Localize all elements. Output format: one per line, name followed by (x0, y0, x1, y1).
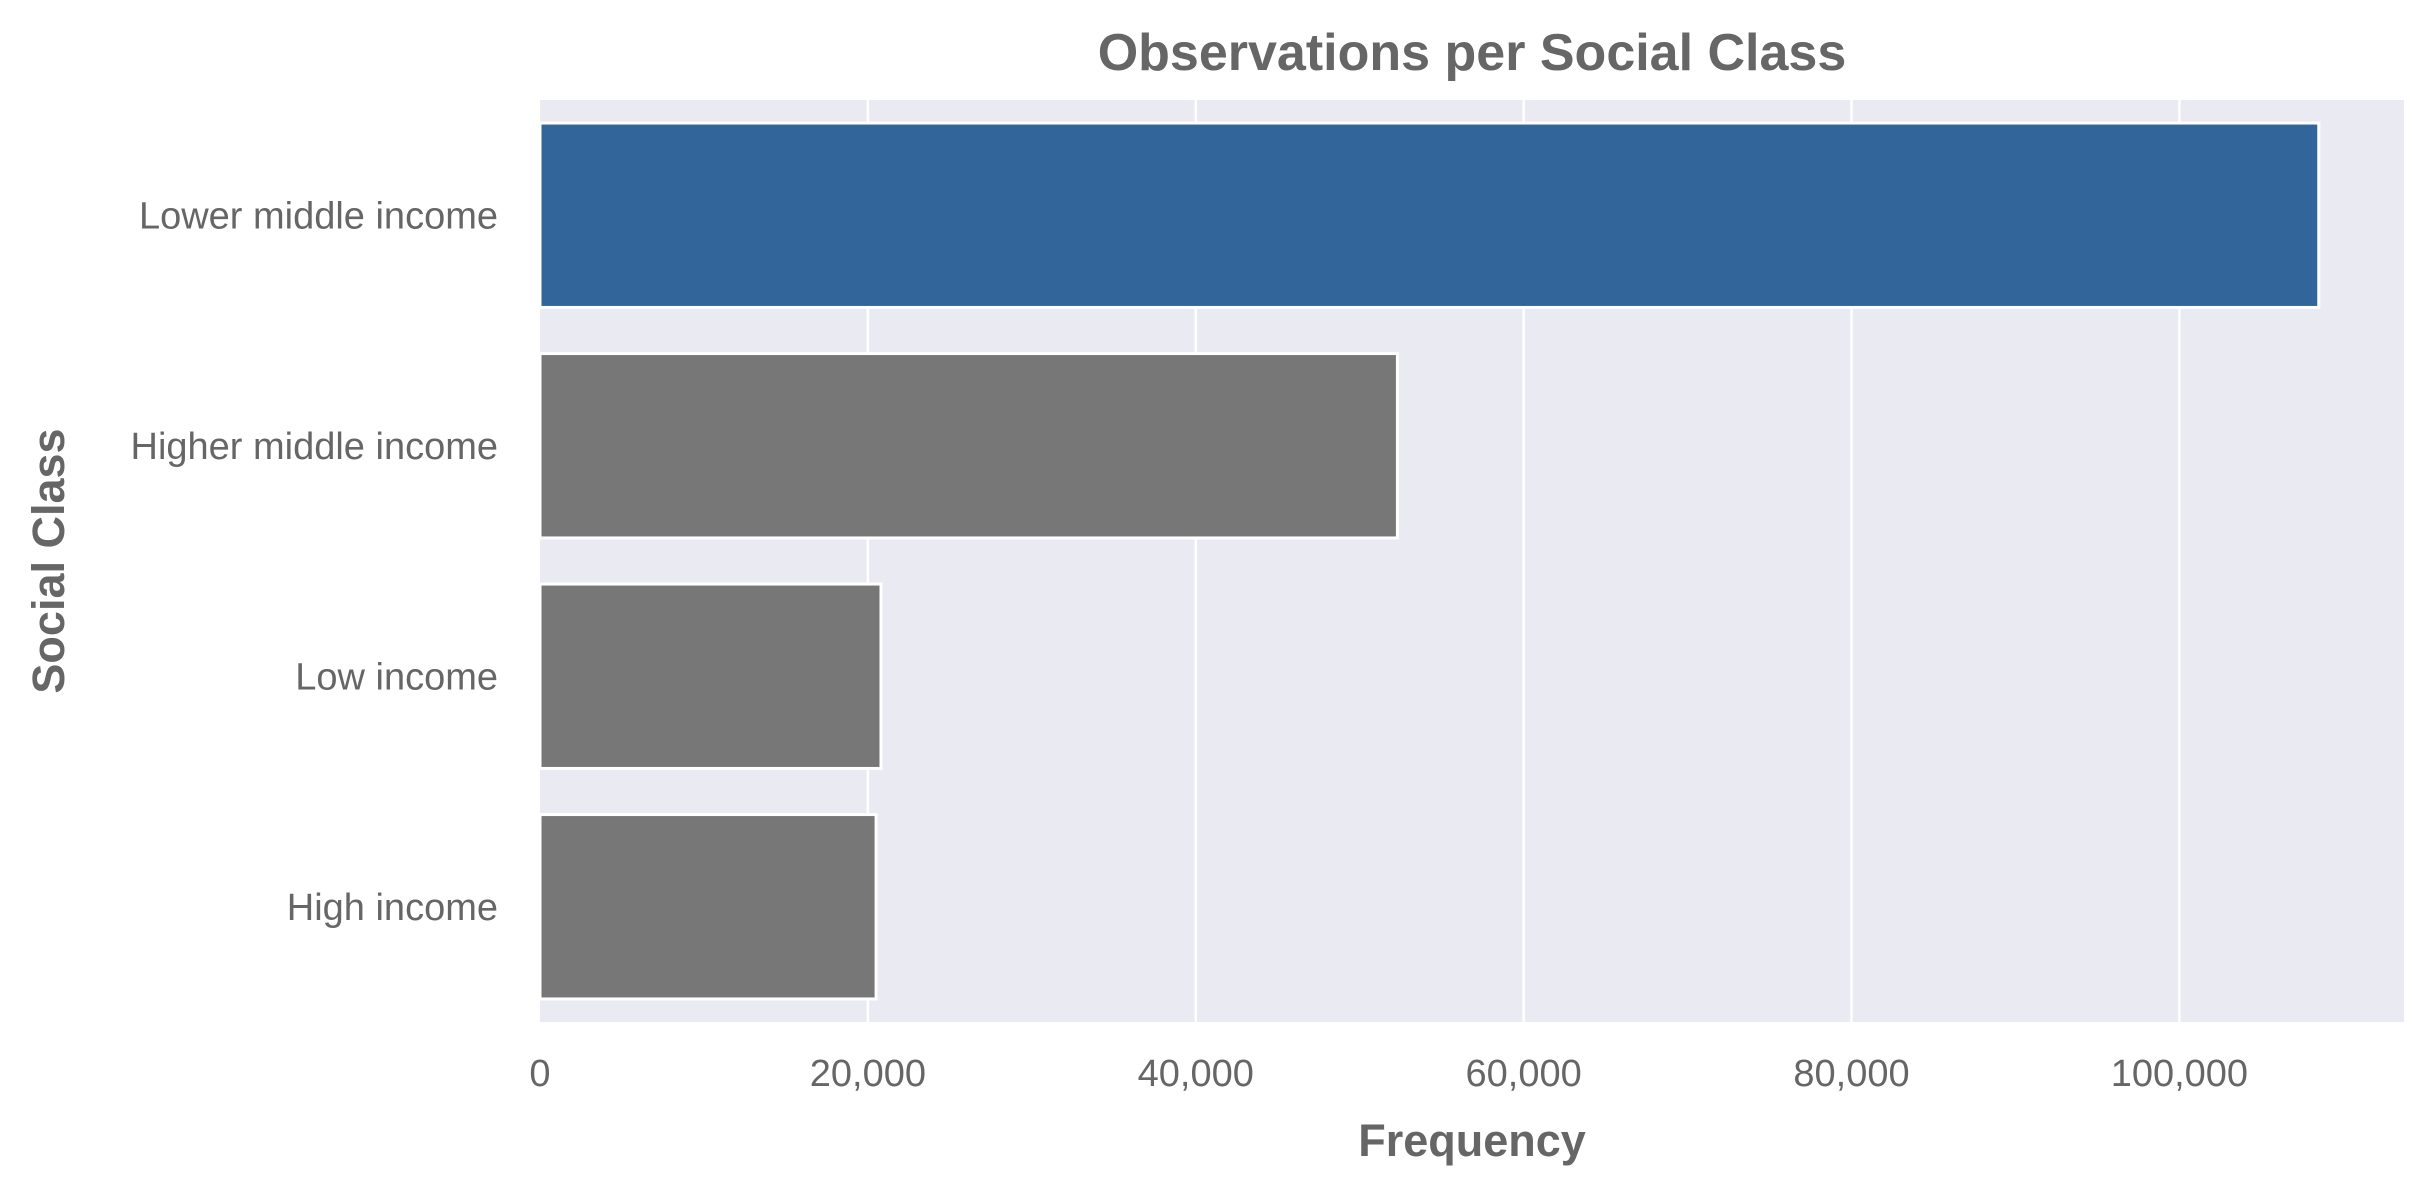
x-tick-label-3: 60,000 (1466, 1053, 1582, 1095)
chart-title: Observations per Social Class (1098, 24, 1847, 82)
bar-3 (538, 582, 883, 770)
x-tick-labels: 0 20,000 40,000 60,000 80,000 100,000 (529, 1053, 2248, 1095)
bar-1 (538, 121, 2321, 309)
y-axis-title: Social Class (23, 428, 74, 693)
y-tick-label-4: High income (287, 887, 498, 929)
x-axis-title: Frequency (1358, 1115, 1586, 1166)
bar-2 (538, 352, 1399, 540)
y-tick-label-3: Low income (295, 656, 498, 698)
x-tick-label-1: 20,000 (810, 1053, 926, 1095)
bar-4 (538, 813, 878, 1001)
x-tick-label-2: 40,000 (1138, 1053, 1254, 1095)
y-tick-label-1: Lower middle income (139, 195, 498, 237)
bars (538, 121, 2321, 1001)
x-tick-label-0: 0 (529, 1053, 550, 1095)
y-tick-label-2: Higher middle income (131, 426, 499, 468)
x-tick-label-5: 100,000 (2111, 1053, 2248, 1095)
x-tick-label-4: 80,000 (1793, 1053, 1909, 1095)
y-tick-labels: Lower middle income Higher middle income L… (131, 195, 499, 929)
